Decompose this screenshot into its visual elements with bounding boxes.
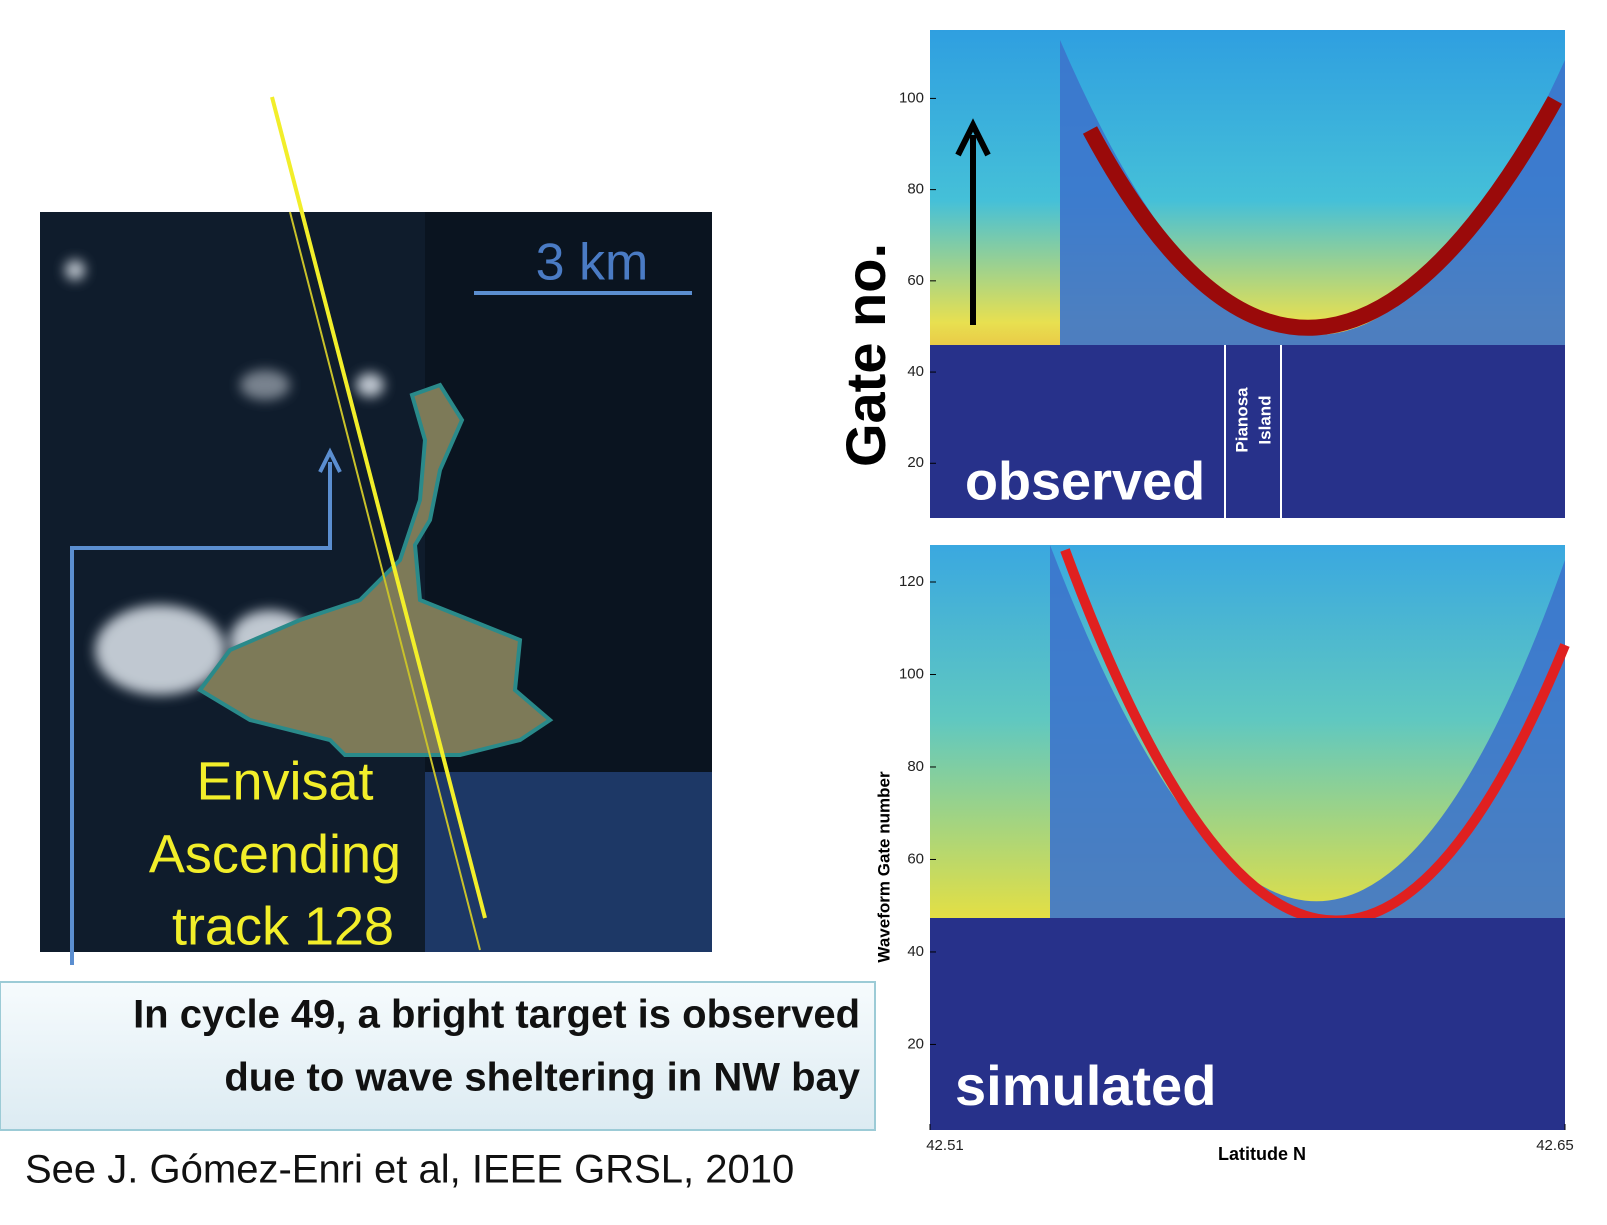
track-label: Ascending: [149, 824, 401, 884]
y-tick-label: 40: [907, 943, 924, 960]
y-tick-label: 40: [907, 363, 924, 380]
y-tick-label: 120: [899, 573, 924, 590]
panel-label: observed: [965, 451, 1205, 511]
x-tick-label: 42.51: [926, 1137, 964, 1154]
x-axis-label: Latitude N: [1218, 1144, 1306, 1164]
simulated-plot: [930, 545, 1565, 1130]
y-tick-label: 60: [907, 850, 924, 867]
y-tick-label: 100: [899, 89, 924, 106]
y-tick-label: 80: [907, 181, 924, 198]
callout-text: In cycle 49, a bright target is observed: [133, 993, 860, 1037]
track-label: Envisat: [196, 751, 373, 811]
y-tick-label: 20: [907, 454, 924, 471]
y-axis-label: Gate no.: [834, 243, 897, 467]
y-axis-label: Waveform Gate number: [874, 771, 893, 963]
y-tick-label: 60: [907, 272, 924, 289]
island-label: Island: [1255, 395, 1274, 444]
y-tick-label: 80: [907, 758, 924, 775]
slide: 3 km Envisat Ascending track 128 In cycl…: [0, 0, 1607, 1225]
track-label: track 128: [172, 896, 394, 956]
x-tick-label: 42.65: [1536, 1137, 1574, 1154]
y-tick-label: 20: [907, 1035, 924, 1052]
callout-text: due to wave sheltering in NW bay: [224, 1056, 860, 1100]
y-tick-label: 100: [899, 665, 924, 682]
island-label: Pianosa: [1232, 387, 1251, 453]
citation: See J. Gómez-Enri et al, IEEE GRSL, 2010: [25, 1148, 794, 1192]
scale-label: 3 km: [536, 234, 649, 292]
panel-label: simulated: [955, 1054, 1216, 1117]
